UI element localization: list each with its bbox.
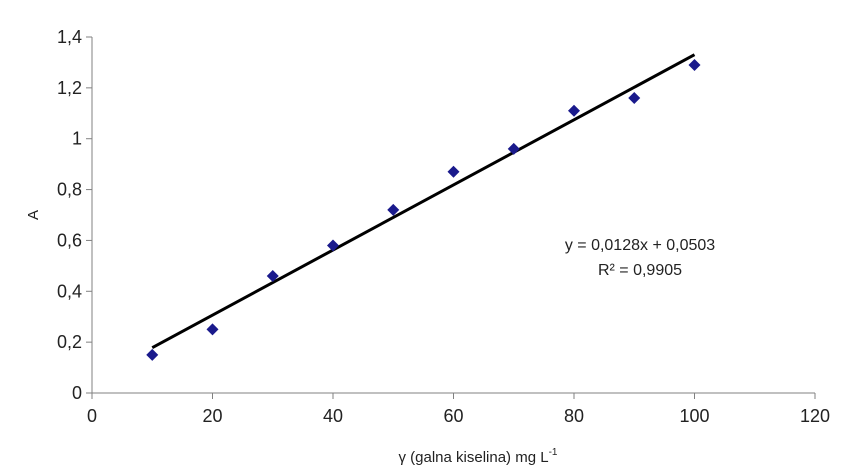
tick-labels: 0 20 40 60 80 100 120 0 0,2 0,4 0,6 0,8 1 1,2 1,4 [57,27,830,426]
y-tick-label: 1,4 [57,27,82,47]
trendline [151,53,696,349]
x-tick-label: 80 [564,406,584,426]
y-tick-label: 0,8 [57,180,82,200]
x-tick-label: 20 [202,406,222,426]
data-point [327,239,339,252]
data-point [447,165,460,178]
x-axis-title-main: γ (galna kiselina) mg L [399,449,549,465]
y-tick-label: 0,6 [57,230,82,250]
data-point [568,104,580,117]
y-tick-label: 0,2 [57,332,82,352]
data-point [688,58,701,71]
axes [86,36,816,399]
y-tick-label: 0 [72,383,82,403]
x-tick-label: 100 [679,406,709,426]
data-point [206,323,219,336]
data-point [507,142,520,155]
x-tick-label: 120 [800,406,830,426]
data-point [266,270,279,283]
x-tick-label: 0 [87,406,97,426]
trendline-equation: y = 0,0128x + 0,0503 [565,237,715,254]
r-squared-label: R² = 0,9905 [598,262,682,279]
data-point [387,203,400,216]
trendline-group [151,53,696,349]
y-tick-label: 0,4 [57,281,82,301]
x-tick-label: 60 [443,406,463,426]
x-axis-title-superscript: -1 [549,447,558,458]
y-tick-label: 1 [72,129,82,149]
x-tick-label: 40 [323,406,343,426]
x-axis-title: γ (galna kiselina) mg L-1 [399,447,558,465]
y-axis-title: A [25,210,42,220]
data-point [628,92,641,105]
data-point [146,348,159,361]
data-points [146,58,701,361]
y-tick-label: 1,2 [57,78,82,98]
